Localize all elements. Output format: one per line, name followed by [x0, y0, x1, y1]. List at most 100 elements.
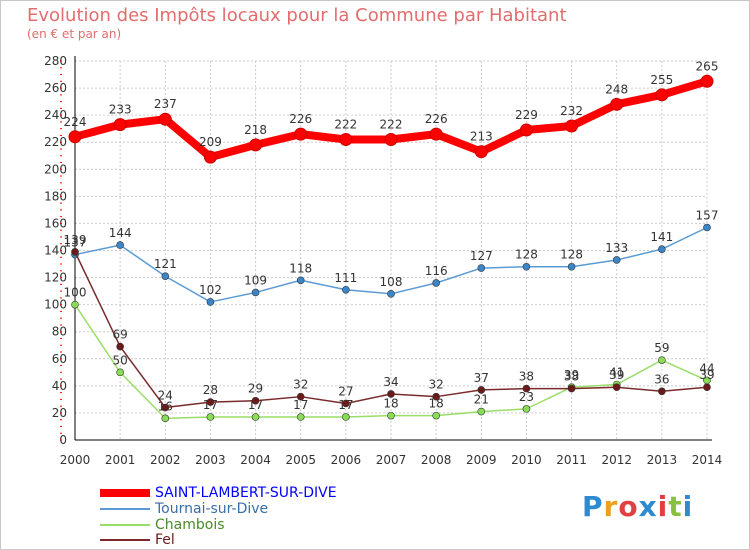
- data-label: 34: [383, 375, 398, 389]
- data-label: 226: [289, 112, 312, 126]
- data-label: 255: [650, 73, 673, 87]
- data-point: [519, 123, 533, 137]
- y-tick-label: 160: [44, 216, 67, 230]
- data-point: [474, 145, 488, 159]
- data-label: 38: [564, 370, 579, 384]
- data-label: 24: [158, 389, 173, 403]
- data-label: 50: [113, 353, 128, 367]
- data-point: [477, 407, 486, 416]
- data-label: 116: [425, 264, 448, 278]
- data-label: 232: [560, 104, 583, 118]
- legend-item: Chambois: [100, 517, 225, 533]
- legend-swatch: [100, 524, 150, 526]
- data-point: [294, 127, 308, 141]
- data-point: [610, 97, 624, 111]
- x-tick-label: 2013: [647, 453, 678, 467]
- x-tick-label: 2011: [556, 453, 587, 467]
- data-label: 141: [650, 230, 673, 244]
- x-tick-label: 2003: [195, 453, 226, 467]
- x-tick-label: 2005: [285, 453, 316, 467]
- data-label: 209: [199, 135, 222, 149]
- y-tick-label: 60: [52, 352, 67, 366]
- data-label: 144: [109, 226, 132, 240]
- data-label: 28: [203, 383, 218, 397]
- data-point: [567, 262, 576, 271]
- data-point: [71, 300, 79, 309]
- data-point: [700, 74, 714, 88]
- data-point: [658, 387, 666, 396]
- data-point: [522, 405, 531, 413]
- y-tick-label: 20: [52, 406, 67, 420]
- y-tick-label: 40: [52, 379, 67, 393]
- data-label: 121: [154, 257, 177, 271]
- data-point: [161, 414, 170, 423]
- data-label: 44: [699, 361, 714, 375]
- data-point: [432, 279, 440, 287]
- logo-letter: x: [638, 490, 658, 523]
- logo-letter: i: [682, 490, 694, 523]
- data-point: [432, 392, 440, 401]
- data-point: [296, 413, 305, 421]
- legend-swatch: [100, 489, 150, 497]
- x-tick-label: 2000: [60, 453, 91, 467]
- data-label: 224: [64, 115, 87, 129]
- chart-title: Evolution des Impôts locaux pour la Comm…: [27, 5, 567, 26]
- data-point: [206, 413, 215, 421]
- data-label: 39: [699, 368, 714, 382]
- legend-label: Chambois: [155, 517, 225, 533]
- data-point: [71, 248, 79, 256]
- logo-letter: P: [582, 490, 604, 523]
- data-point: [116, 241, 124, 249]
- data-label: 41: [609, 366, 624, 380]
- x-tick-label: 2002: [150, 453, 181, 467]
- legend-item: Fel: [100, 532, 175, 548]
- data-point: [522, 262, 531, 271]
- data-point: [658, 356, 666, 364]
- logo-letter: o: [618, 490, 639, 523]
- data-point: [251, 413, 260, 421]
- y-tick-label: 140: [44, 244, 67, 258]
- data-label: 21: [474, 393, 489, 407]
- data-label: 222: [334, 118, 357, 132]
- data-point: [387, 290, 395, 298]
- data-label: 233: [109, 103, 132, 117]
- data-label: 37: [474, 371, 489, 385]
- x-tick-label: 2012: [601, 453, 632, 467]
- data-label: 23: [519, 390, 534, 404]
- x-tick-label: 2004: [240, 453, 271, 467]
- data-point: [477, 386, 486, 394]
- x-tick-label: 2008: [421, 453, 452, 467]
- data-label: 265: [696, 59, 719, 73]
- data-point: [477, 264, 486, 272]
- data-label: 157: [696, 208, 719, 222]
- chart-subtitle: (en € et par an): [27, 27, 122, 41]
- x-tick-label: 2009: [466, 453, 497, 467]
- legend-swatch: [100, 539, 150, 541]
- data-label: 226: [425, 112, 448, 126]
- data-label: 100: [64, 286, 87, 300]
- data-label: 32: [293, 378, 308, 392]
- data-point: [384, 133, 398, 147]
- data-point: [342, 285, 350, 294]
- y-tick-label: 240: [44, 108, 67, 122]
- legend-label: Fel: [155, 532, 175, 548]
- data-point: [206, 298, 215, 306]
- data-point: [655, 88, 669, 102]
- legend-item: SAINT-LAMBERT-SUR-DIVE: [100, 485, 337, 501]
- data-point: [432, 411, 440, 420]
- data-label: 59: [654, 341, 669, 355]
- data-label: 102: [199, 283, 222, 297]
- data-label: 128: [560, 248, 583, 262]
- data-point: [387, 390, 395, 398]
- data-point: [296, 392, 305, 401]
- x-tick-label: 2006: [331, 453, 362, 467]
- data-label: 109: [244, 273, 267, 287]
- x-tick-label: 2010: [511, 453, 542, 467]
- x-tick-label: 2001: [105, 453, 136, 467]
- data-point: [161, 272, 170, 281]
- data-label: 32: [429, 378, 444, 392]
- data-point: [567, 384, 576, 393]
- legend-swatch: [100, 508, 150, 510]
- data-point: [522, 384, 531, 393]
- legend-item: Tournai-sur-Dive: [100, 501, 268, 517]
